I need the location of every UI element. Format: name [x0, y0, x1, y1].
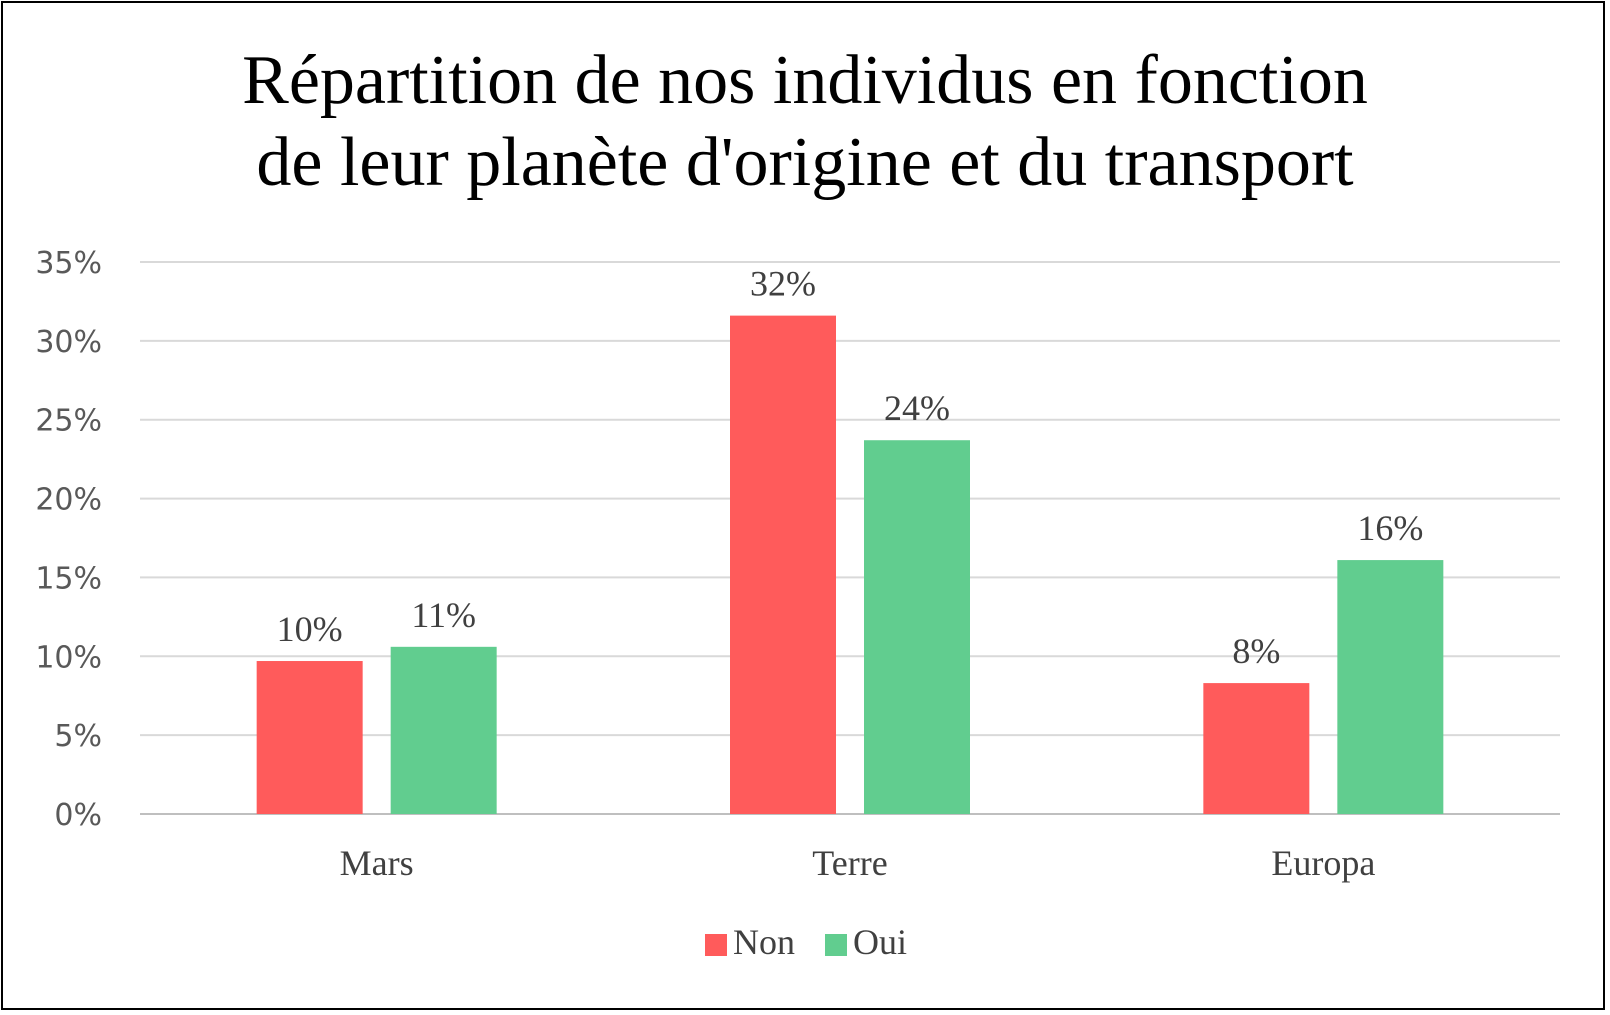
chart-title-line-1: Répartition de nos individus en fonction: [242, 42, 1368, 119]
y-tick-label: 30%: [35, 325, 102, 360]
data-label: 11%: [411, 595, 476, 635]
x-tick-label: Terre: [812, 843, 887, 883]
data-label: 32%: [750, 264, 816, 304]
legend-swatch-oui: [825, 934, 847, 956]
bar-oui-terre: [864, 440, 970, 814]
data-label: 10%: [277, 609, 343, 649]
gridlines: [140, 261, 1560, 815]
data-labels: 10% 11% 32% 24% 8% 16%: [277, 264, 1424, 671]
legend-label-non: Non: [733, 922, 795, 962]
chart-title-line-2: de leur planète d'origine et du transpor…: [256, 124, 1354, 201]
y-axis-ticks: 0% 5% 10% 15% 20% 25% 30% 35%: [35, 246, 102, 833]
y-tick-label: 20%: [35, 483, 102, 518]
data-label: 16%: [1357, 508, 1423, 548]
legend-swatch-non: [705, 934, 727, 956]
y-tick-label: 15%: [35, 561, 102, 596]
y-tick-label: 25%: [35, 404, 102, 439]
bar-oui-europa: [1337, 560, 1444, 814]
chart-title: Répartition de nos individus en fonction…: [0, 40, 1610, 204]
y-tick-label: 0%: [54, 798, 102, 833]
y-tick-label: 10%: [35, 640, 102, 675]
bar-non-terre: [730, 315, 836, 814]
data-label: 24%: [884, 388, 950, 428]
bars: [256, 315, 1444, 814]
x-axis-ticks: Mars Terre Europa: [340, 843, 1376, 883]
y-tick-label: 5%: [54, 719, 102, 754]
x-tick-label: Europa: [1271, 843, 1375, 883]
bar-non-mars: [256, 661, 363, 814]
legend: Non Oui: [705, 922, 907, 962]
legend-label-oui: Oui: [853, 922, 907, 962]
x-tick-label: Mars: [340, 843, 414, 883]
bar-oui-mars: [390, 646, 497, 814]
y-tick-label: 35%: [35, 246, 102, 281]
bar-non-europa: [1203, 683, 1310, 814]
data-label: 8%: [1232, 631, 1280, 671]
